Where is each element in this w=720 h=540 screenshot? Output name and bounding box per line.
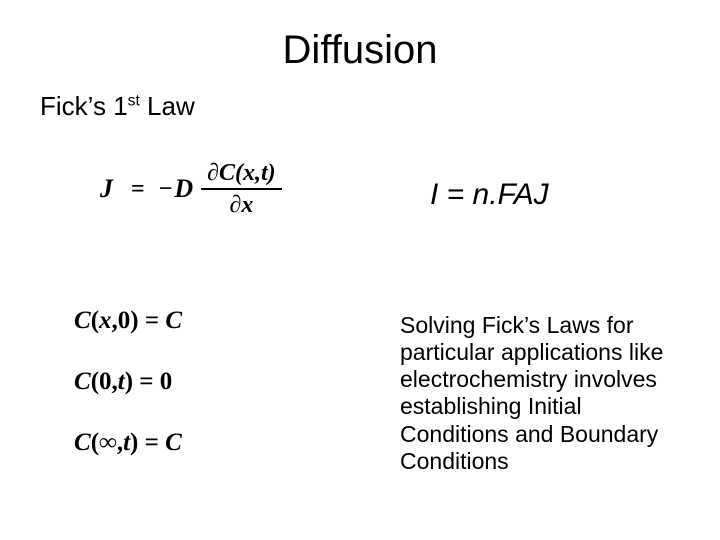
condition-2: C(0,t) = 0 bbox=[74, 369, 182, 394]
slide: Diffusion Fick’s 1st Law J = − D ∂C(x,t)… bbox=[0, 0, 720, 540]
page-title: Diffusion bbox=[36, 28, 684, 73]
eq-numerator: ∂C(x,t) bbox=[201, 160, 282, 190]
subtitle: Fick’s 1st Law bbox=[40, 91, 684, 122]
eq-D: D bbox=[174, 174, 193, 204]
eq-denominator: ∂x bbox=[229, 190, 253, 218]
boundary-conditions: C(x,0) = C C(0,t) = 0 C(∞,t) = C bbox=[74, 308, 182, 491]
eq-minus: − bbox=[159, 176, 173, 203]
condition-1: C(x,0) = C bbox=[74, 308, 182, 333]
condition-3: C(∞,t) = C bbox=[74, 430, 182, 455]
current-equation: I = n.FAJ bbox=[430, 178, 549, 212]
eq-equals: = bbox=[131, 176, 145, 203]
explanatory-paragraph: Solving Fick’s Laws for particular appli… bbox=[400, 312, 670, 475]
eq-fraction: ∂C(x,t) ∂x bbox=[201, 160, 282, 219]
eq-lhs: J bbox=[100, 174, 113, 204]
ficks-first-law-equation: J = − D ∂C(x,t) ∂x bbox=[100, 160, 282, 219]
